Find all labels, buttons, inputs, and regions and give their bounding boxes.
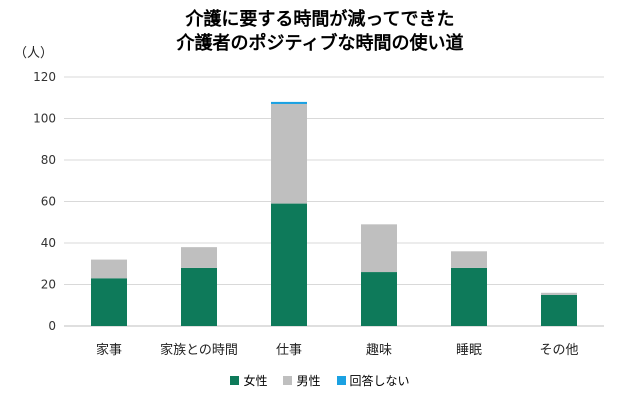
chart-title-line1: 介護に要する時間が減ってできた [185, 9, 455, 30]
legend-item: 回答しない [336, 372, 410, 389]
y-tick-label: 20 [41, 278, 56, 292]
bar-segment [541, 294, 577, 326]
legend-swatch [230, 376, 240, 385]
y-tick-label: 100 [33, 112, 56, 126]
chart-title: 介護に要する時間が減ってできた 介護者のポジティブな時間の使い道 [0, 8, 640, 56]
y-axis-unit-label: （人） [14, 46, 54, 61]
y-tick-label: 0 [48, 319, 56, 333]
bar-segment [271, 103, 307, 204]
bar-segment [91, 278, 127, 326]
bar-segment [181, 247, 217, 268]
x-category-label: 仕事 [276, 343, 302, 358]
legend-label: 女性 [243, 374, 268, 388]
legend-label: 回答しない [349, 374, 410, 388]
legend-label: 男性 [296, 374, 321, 388]
y-tick-label: 60 [41, 195, 56, 209]
bar-segment [91, 259, 127, 279]
bar-segment [181, 267, 217, 326]
legend-swatch [283, 376, 293, 385]
x-category-label: 趣味 [366, 343, 392, 358]
chart-title-line2: 介護者のポジティブな時間の使い道 [176, 33, 464, 54]
x-category-label: 家族との時間 [160, 342, 238, 358]
x-category-label: 睡眠 [456, 343, 482, 358]
bar-segment [271, 203, 307, 326]
x-category-label: その他 [539, 343, 578, 358]
legend-swatch [336, 376, 346, 385]
bar-segment [451, 267, 487, 326]
y-tick-label: 40 [41, 236, 56, 250]
y-tick-label: 80 [41, 153, 56, 167]
bar-segment [271, 101, 307, 104]
legend-item: 女性 [230, 372, 267, 389]
legend-item: 男性 [283, 372, 321, 389]
bar-segment [361, 272, 397, 326]
y-tick-label: 120 [33, 70, 56, 84]
bar-segment [451, 251, 487, 268]
bar-segment [541, 292, 577, 295]
x-category-label: 家事 [96, 342, 122, 358]
chart-legend: 女性 男性 回答しない [0, 372, 640, 389]
bar-segment [361, 224, 397, 273]
